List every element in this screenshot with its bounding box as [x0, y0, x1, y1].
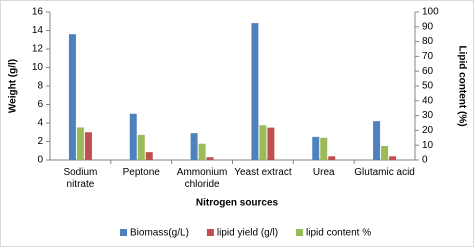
y-axis-title: Weight (g/l)	[8, 59, 19, 113]
legend-label: lipid yield (g/l)	[217, 228, 278, 239]
legend-label: Biomass(g/L)	[130, 228, 189, 239]
x-axis-title: Nitrogen sources	[196, 198, 279, 209]
legend-label: lipid content %	[306, 228, 371, 239]
y-tick-label: 8	[37, 81, 43, 92]
bar	[137, 134, 145, 160]
y-tick-label: 16	[32, 7, 44, 18]
bar	[251, 23, 259, 160]
bar	[373, 121, 381, 160]
bar	[267, 127, 275, 160]
y2-tick-label: 40	[422, 95, 434, 106]
bar	[145, 152, 153, 160]
bar	[259, 125, 267, 160]
bar	[381, 145, 389, 160]
y2-tick-label: 80	[422, 36, 434, 47]
y-tick-label: 4	[37, 118, 43, 129]
x-tick-label: Urea	[313, 167, 335, 178]
bar	[190, 133, 198, 160]
bar	[68, 34, 76, 161]
y-tick-label: 6	[37, 99, 43, 110]
y2-tick-label: 30	[422, 110, 434, 121]
y2-axis-title: Lipid content (%)	[456, 45, 467, 126]
y2-tick-label: 100	[422, 7, 439, 18]
bar	[206, 157, 214, 160]
y2-tick-label: 60	[422, 66, 434, 77]
legend-swatch	[120, 229, 127, 236]
x-tick-label: Glutamic acid	[354, 167, 415, 178]
y-tick-label: 12	[32, 44, 44, 55]
y-tick-label: 10	[32, 62, 44, 73]
bar	[129, 113, 137, 160]
legend-swatch	[296, 229, 304, 236]
bar	[312, 136, 320, 160]
x-tick-label: Sodium nitrate	[63, 167, 97, 190]
y-tick-label: 2	[37, 136, 43, 147]
y2-tick-label: 0	[422, 155, 428, 166]
y2-tick-label: 50	[422, 81, 434, 92]
bar	[84, 132, 92, 160]
y2-tick-label: 10	[422, 140, 434, 151]
y2-tick-label: 90	[422, 21, 434, 32]
bar	[76, 127, 84, 160]
x-tick-label: Yeast extract	[234, 167, 292, 178]
y-tick-label: 14	[32, 25, 44, 36]
bar	[320, 137, 328, 160]
x-tick-label: Peptone	[123, 167, 161, 178]
bar	[389, 156, 397, 160]
x-tick-label: Ammonium chloride	[177, 167, 228, 190]
bar	[198, 143, 206, 160]
bar	[328, 156, 336, 160]
y2-tick-label: 20	[422, 125, 434, 136]
legend-swatch	[206, 229, 214, 236]
y-tick-label: 0	[37, 155, 43, 166]
y2-tick-label: 70	[422, 51, 434, 62]
